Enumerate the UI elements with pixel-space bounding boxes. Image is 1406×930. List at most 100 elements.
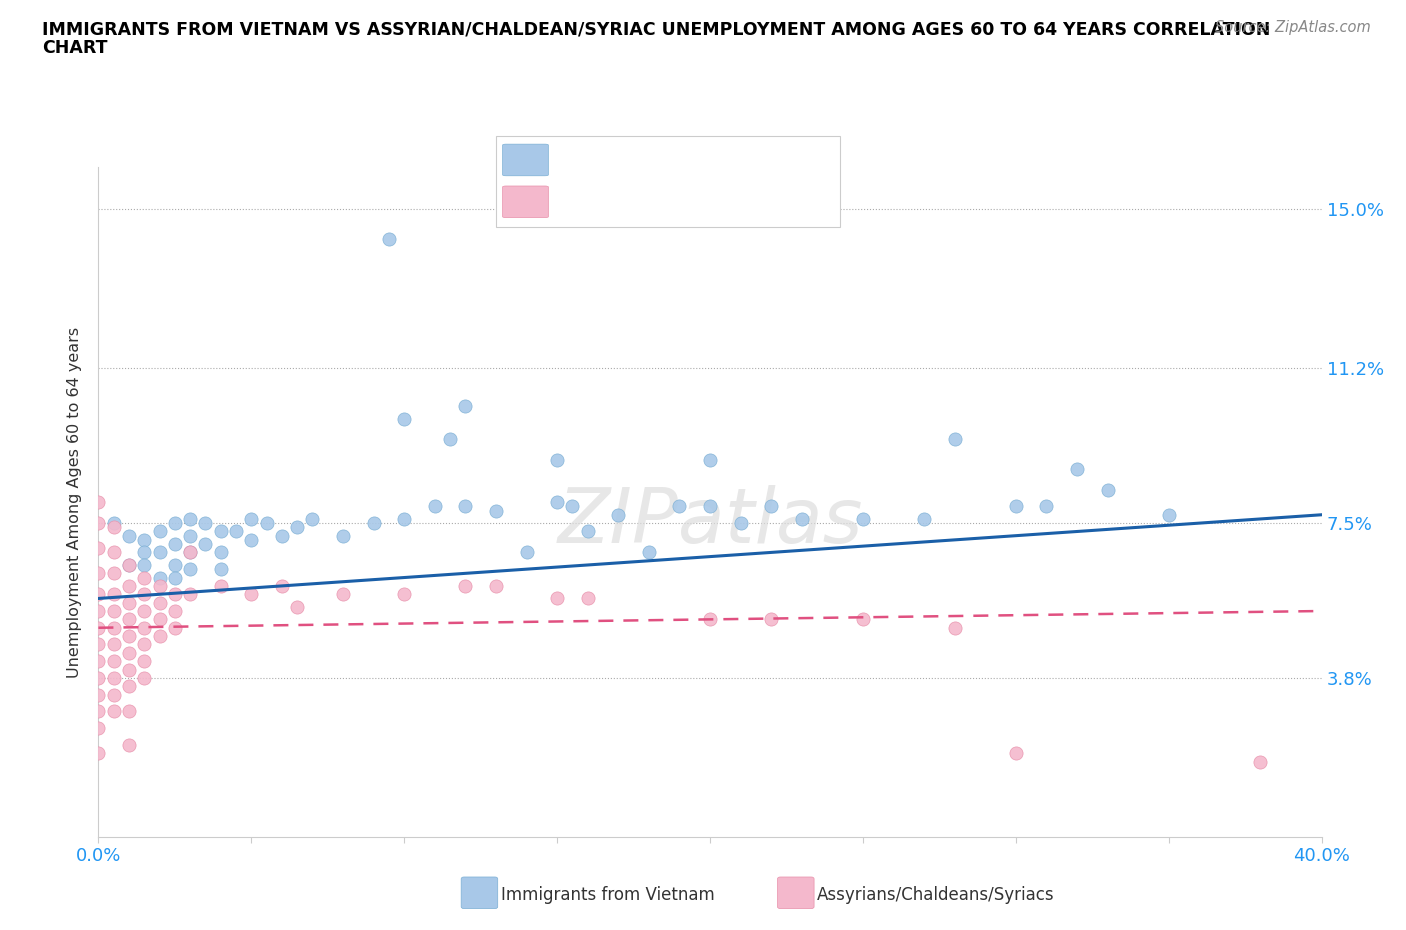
- Point: [332, 528, 354, 543]
- Point: [852, 612, 875, 627]
- Text: 0.030: 0.030: [609, 193, 661, 211]
- Point: [392, 411, 416, 426]
- Point: [134, 620, 156, 635]
- Point: [87, 704, 110, 719]
- Point: [1004, 499, 1026, 514]
- Point: [179, 587, 201, 602]
- Point: [209, 562, 232, 577]
- Point: [103, 587, 125, 602]
- Point: [87, 587, 110, 602]
- Point: [87, 746, 110, 761]
- Point: [392, 587, 416, 602]
- Point: [134, 545, 156, 560]
- Point: [103, 654, 125, 669]
- Point: [225, 525, 247, 539]
- Point: [149, 629, 172, 644]
- Point: [118, 595, 141, 610]
- Point: [118, 558, 141, 573]
- Point: [270, 578, 292, 593]
- Point: [134, 533, 156, 548]
- Point: [163, 587, 186, 602]
- Point: [546, 453, 568, 468]
- Text: Source: ZipAtlas.com: Source: ZipAtlas.com: [1215, 20, 1371, 35]
- Point: [759, 499, 782, 514]
- Point: [576, 591, 599, 606]
- Point: [118, 645, 141, 660]
- Point: [103, 671, 125, 685]
- Point: [149, 545, 172, 560]
- Point: [912, 512, 935, 526]
- Point: [485, 578, 508, 593]
- Point: [1249, 754, 1271, 769]
- Point: [87, 516, 110, 531]
- Point: [209, 578, 232, 593]
- Point: [87, 495, 110, 510]
- Point: [576, 525, 599, 539]
- Point: [87, 687, 110, 702]
- Point: [561, 499, 583, 514]
- Point: [118, 578, 141, 593]
- Point: [759, 612, 782, 627]
- Point: [209, 545, 232, 560]
- Point: [134, 637, 156, 652]
- Point: [194, 516, 217, 531]
- Point: [179, 528, 201, 543]
- Point: [194, 537, 217, 551]
- Point: [240, 533, 263, 548]
- Point: [163, 604, 186, 618]
- Point: [516, 545, 538, 560]
- Point: [332, 587, 354, 602]
- Point: [209, 525, 232, 539]
- Point: [87, 565, 110, 580]
- Point: [118, 704, 141, 719]
- Point: [163, 570, 186, 585]
- Point: [1004, 746, 1026, 761]
- Point: [179, 545, 201, 560]
- Point: [1097, 483, 1119, 498]
- Point: [163, 516, 186, 531]
- Point: [163, 558, 186, 573]
- Point: [454, 578, 477, 593]
- Point: [285, 520, 308, 535]
- Point: [87, 604, 110, 618]
- Point: [87, 654, 110, 669]
- Point: [943, 432, 966, 447]
- Point: [1157, 508, 1180, 523]
- FancyBboxPatch shape: [503, 144, 548, 176]
- Point: [103, 545, 125, 560]
- Point: [149, 595, 172, 610]
- Point: [378, 232, 401, 246]
- Point: [118, 612, 141, 627]
- Point: [103, 687, 125, 702]
- Text: ZIPatlas: ZIPatlas: [557, 485, 863, 559]
- Point: [240, 512, 263, 526]
- Point: [149, 525, 172, 539]
- Point: [852, 512, 875, 526]
- Point: [179, 512, 201, 526]
- Text: R =: R =: [560, 151, 595, 169]
- Point: [423, 499, 446, 514]
- Point: [285, 600, 308, 615]
- Point: [103, 520, 125, 535]
- Point: [363, 516, 385, 531]
- Point: [179, 545, 201, 560]
- FancyBboxPatch shape: [503, 186, 548, 218]
- Point: [118, 528, 141, 543]
- Point: [790, 512, 813, 526]
- Point: [103, 516, 125, 531]
- Point: [103, 704, 125, 719]
- Point: [256, 516, 278, 531]
- Point: [699, 499, 721, 514]
- Point: [546, 591, 568, 606]
- Point: [118, 737, 141, 752]
- Point: [149, 612, 172, 627]
- Point: [87, 637, 110, 652]
- Point: [1035, 499, 1057, 514]
- Point: [439, 432, 461, 447]
- Point: [392, 512, 416, 526]
- Point: [103, 620, 125, 635]
- Point: [730, 516, 752, 531]
- Point: [454, 399, 477, 414]
- Point: [134, 671, 156, 685]
- FancyBboxPatch shape: [495, 136, 841, 227]
